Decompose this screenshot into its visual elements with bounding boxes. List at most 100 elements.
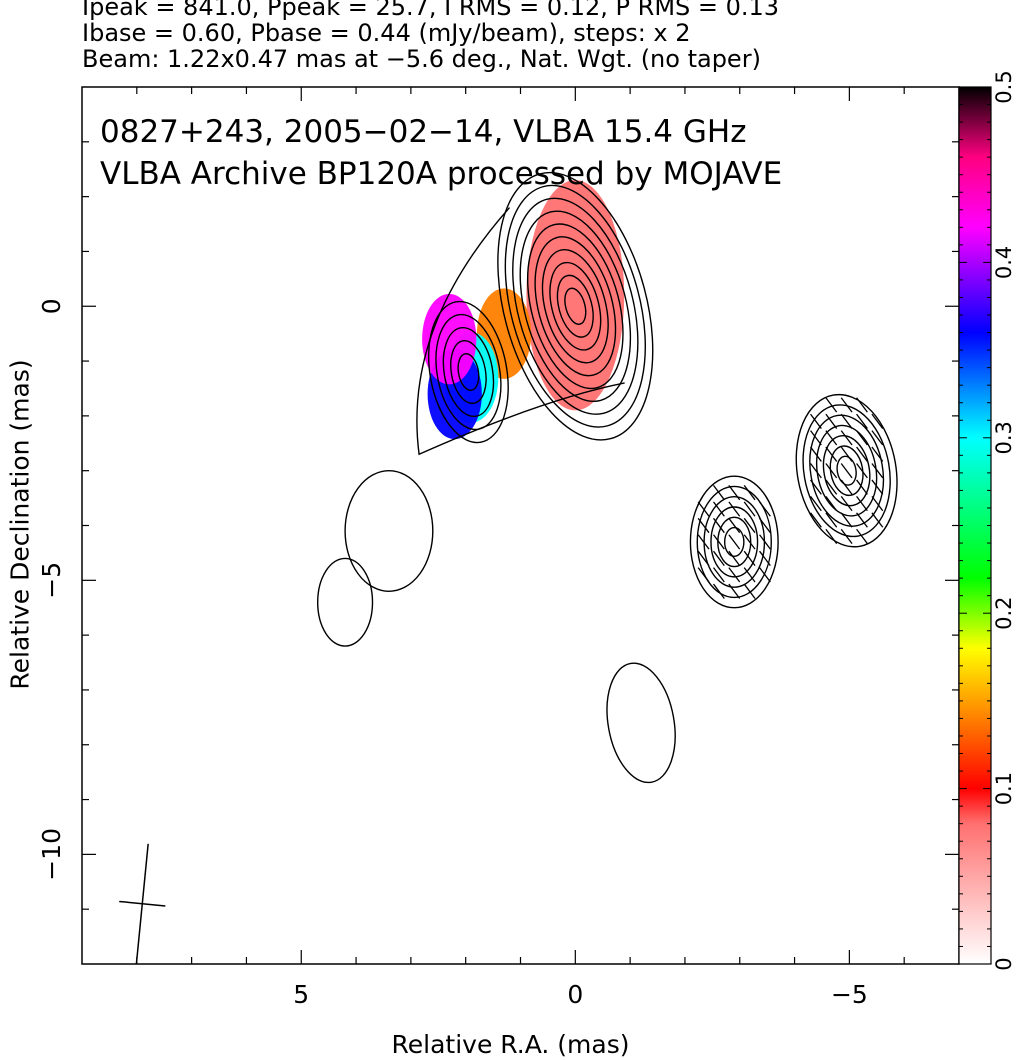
polarization-vector xyxy=(759,567,771,583)
colorbar-tick-label: 0.1 xyxy=(992,772,1016,805)
contour-core xyxy=(497,171,654,441)
polarization-vector xyxy=(840,495,853,512)
colorbar-tick-label: 0.2 xyxy=(992,596,1016,629)
polarization-vector xyxy=(825,430,838,446)
polarization-vector xyxy=(871,446,884,462)
contour-core xyxy=(512,197,639,415)
contour-knot-west-2 xyxy=(822,435,871,507)
polarization-vector xyxy=(840,479,853,495)
polarization-vector xyxy=(697,534,710,550)
contour-core xyxy=(504,184,646,428)
polarization-vector xyxy=(697,501,710,517)
colorbar xyxy=(958,86,992,965)
polarization-vector xyxy=(743,501,756,517)
polarization-vector xyxy=(856,430,868,446)
polarization-vector xyxy=(759,534,771,550)
polarization-vector xyxy=(871,512,884,528)
polarization-vector xyxy=(728,501,741,517)
polarization-vector xyxy=(856,528,868,545)
polarization-vector xyxy=(810,446,822,462)
y-tick-label: 0 xyxy=(37,298,66,314)
polarization-vector xyxy=(840,446,853,462)
polarization-vector xyxy=(871,463,884,479)
x-tick-label: 0 xyxy=(567,980,583,1009)
polarization-vector xyxy=(840,413,853,429)
x-axis-label: Relative R.A. (mas) xyxy=(391,1030,630,1059)
contour-knot-west-2 xyxy=(815,424,878,517)
contour-envelope xyxy=(416,207,625,456)
contour-knot-west-2 xyxy=(795,393,898,548)
polarization-vector xyxy=(728,534,741,550)
colorbar-tick-label: 0.5 xyxy=(992,70,1016,103)
archive-annotation: VLBA Archive BP120A processed by MOJAVE xyxy=(100,156,782,192)
colorbar-tick-label: 0.4 xyxy=(992,246,1016,279)
polarization-vector xyxy=(713,485,725,501)
source-annotation: 0827+243, 2005−02−14, VLBA 15.4 GHz xyxy=(100,114,746,150)
polarization-vector xyxy=(825,495,838,512)
polarization-patch xyxy=(526,180,625,411)
y-axis-label: Relative Declination (mas) xyxy=(5,359,35,690)
x-tick-label: 5 xyxy=(293,980,309,1009)
polarization-vectors xyxy=(697,397,884,599)
header-levels-line: Ibase = 0.60, Pbase = 0.44 (mJy/beam), s… xyxy=(82,19,691,47)
contour-knot-west-1 xyxy=(696,485,772,599)
polarization-vector xyxy=(810,430,822,446)
polarization-vector xyxy=(743,583,756,599)
polarization-vector xyxy=(856,446,868,462)
polarization-vector xyxy=(713,534,725,550)
polarization-vector xyxy=(871,413,884,429)
polarization-vector xyxy=(810,413,822,429)
polarization-vector xyxy=(713,517,725,534)
polarization-vector xyxy=(840,512,853,528)
polarization-vector xyxy=(713,567,725,583)
polarization-vector xyxy=(697,567,710,583)
contour-inner-jet xyxy=(457,353,480,391)
polarization-vector xyxy=(697,550,710,566)
polarization-vector xyxy=(697,517,710,534)
contour-core xyxy=(564,287,587,325)
contour-core xyxy=(549,261,602,351)
polarization-vector xyxy=(825,397,838,413)
y-tick-label: −5 xyxy=(37,562,66,599)
beam-cross xyxy=(119,843,166,964)
contour-knot-west-2 xyxy=(836,455,857,486)
polarization-vector xyxy=(728,567,741,583)
total-intensity-contours xyxy=(316,171,898,784)
polarization-vector xyxy=(825,512,838,528)
polarization-vector xyxy=(810,495,822,512)
contour-inner-jet xyxy=(427,300,509,444)
contour-knot-west-2 xyxy=(829,445,864,497)
polarization-vector xyxy=(743,517,756,534)
polarization-vector xyxy=(728,485,741,501)
polarization-vector xyxy=(856,495,868,512)
contour-knot-west-2 xyxy=(809,414,885,527)
polarization-vector xyxy=(825,413,838,429)
polarization-vector xyxy=(728,517,741,534)
colorbar-tick-label: 0 xyxy=(992,957,1016,970)
polarization-vector xyxy=(840,430,853,446)
colorbar-tick-label: 0.3 xyxy=(992,421,1016,454)
polarization-vector xyxy=(713,583,725,599)
polarization-vector xyxy=(743,567,756,583)
polarization-vector xyxy=(759,550,771,566)
polarization-vector xyxy=(810,512,822,528)
contour-knot-west-1 xyxy=(723,526,745,558)
polarization-vector xyxy=(743,485,756,501)
polarization-vector xyxy=(856,479,868,495)
contour-core xyxy=(526,223,624,390)
contour-inner-jet xyxy=(450,339,487,405)
contour-knot-east-2 xyxy=(316,557,374,647)
polarization-vector xyxy=(856,463,868,479)
polarization-vector xyxy=(840,528,853,545)
polarization-vector xyxy=(713,501,725,517)
polarization-vector xyxy=(871,495,884,512)
polarization-vector xyxy=(713,550,725,566)
contour-knot-west-1 xyxy=(717,516,752,568)
contour-core xyxy=(519,210,632,403)
contour-inner-jet xyxy=(442,326,495,418)
header-beam-line: Beam: 1.22x0.47 mas at −5.6 deg., Nat. W… xyxy=(82,45,761,73)
polarization-vector xyxy=(856,512,868,528)
polarization-vector xyxy=(743,534,756,550)
polarization-vector xyxy=(825,479,838,495)
